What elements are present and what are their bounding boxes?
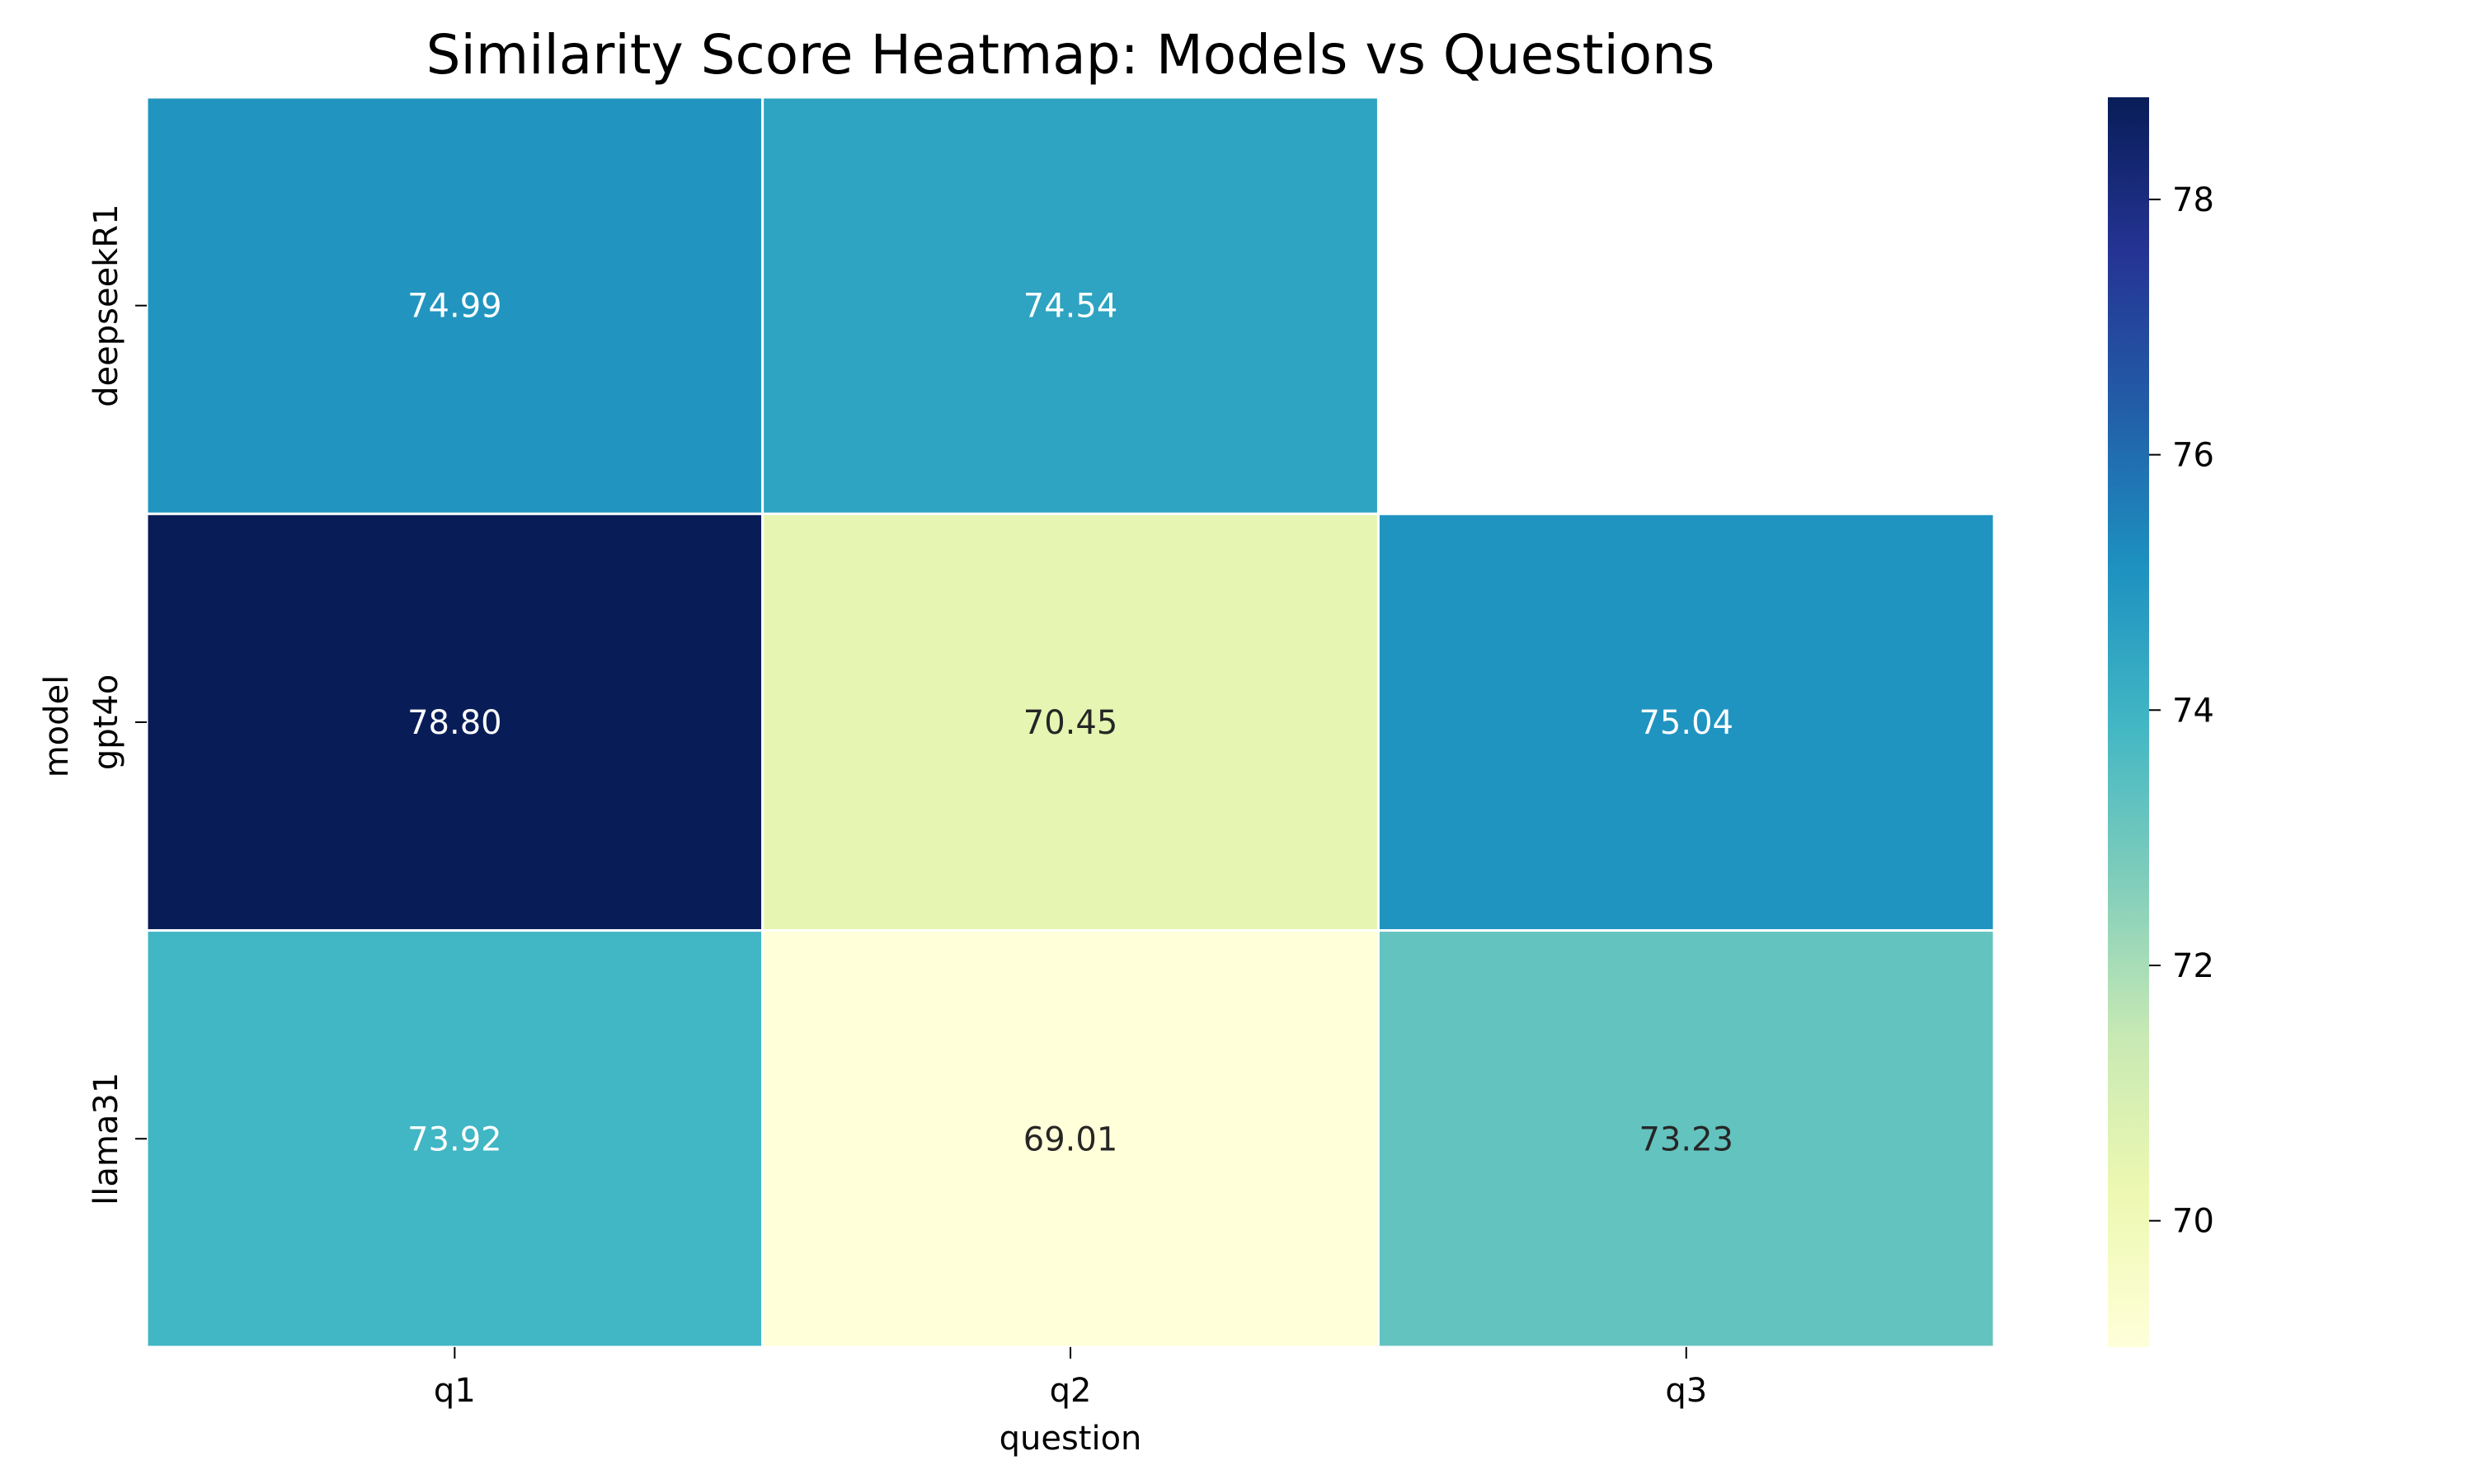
x-tick-label: q3: [1665, 1372, 1707, 1410]
x-tick-label: q1: [434, 1372, 476, 1410]
chart-title: Similarity Score Heatmap: Models vs Ques…: [426, 23, 1715, 87]
heatmap-cell-gpt4o-q2: [761, 512, 1380, 932]
colorbar-tick-label: 72: [2172, 947, 2214, 985]
heatmap-cell-deepseekR1-q1: [145, 96, 764, 515]
heatmap-cell-gpt4o-q3: [1376, 512, 1996, 932]
colorbar-tick-label: 74: [2172, 692, 2214, 730]
x-axis-label: question: [999, 1420, 1142, 1458]
cell-value-label: 78.80: [407, 704, 502, 742]
y-tick-label: deepseekR1: [87, 204, 125, 406]
y-tick-label: llama31: [87, 1073, 125, 1205]
x-tick-label: q2: [1050, 1372, 1092, 1410]
heatmap-cell-llama31-q1: [145, 929, 764, 1349]
heatmap-cells: [145, 96, 1996, 1349]
heatmap-cell-gpt4o-q1: [145, 512, 764, 932]
colorbar-tick-label: 70: [2172, 1203, 2214, 1241]
colorbar-ticks: 70 72 74 76 78: [2149, 181, 2214, 1241]
x-axis: q1 q2 q3: [434, 1346, 1707, 1410]
y-tick-label: gpt4o: [87, 674, 125, 770]
colorbar-tick-label: 78: [2172, 181, 2214, 219]
heatmap-cell-labels: 74.99 74.54 78.80 70.45 75.04 73.92 69.01 73.23: [407, 288, 1733, 1159]
cell-value-label: 73.92: [407, 1120, 502, 1158]
heatmap-cell-llama31-q3: [1376, 929, 1996, 1349]
cell-value-label: 75.04: [1639, 704, 1733, 742]
colorbar-gradient: [2108, 97, 2149, 1347]
heatmap-cell-llama31-q2: [761, 929, 1380, 1349]
colorbar: 70 72 74 76 78: [2108, 97, 2214, 1347]
cell-value-label: 69.01: [1023, 1120, 1118, 1158]
colorbar-tick-label: 76: [2172, 437, 2214, 475]
y-axis-label: model: [38, 675, 76, 778]
cell-value-label: 73.23: [1639, 1120, 1733, 1158]
cell-value-label: 70.45: [1023, 704, 1118, 742]
cell-value-label: 74.54: [1023, 288, 1118, 326]
y-axis: deepseekR1 gpt4o llama31: [87, 204, 147, 1205]
cell-value-label: 74.99: [407, 288, 502, 326]
heatmap-cell-deepseekR1-q2: [761, 96, 1380, 515]
